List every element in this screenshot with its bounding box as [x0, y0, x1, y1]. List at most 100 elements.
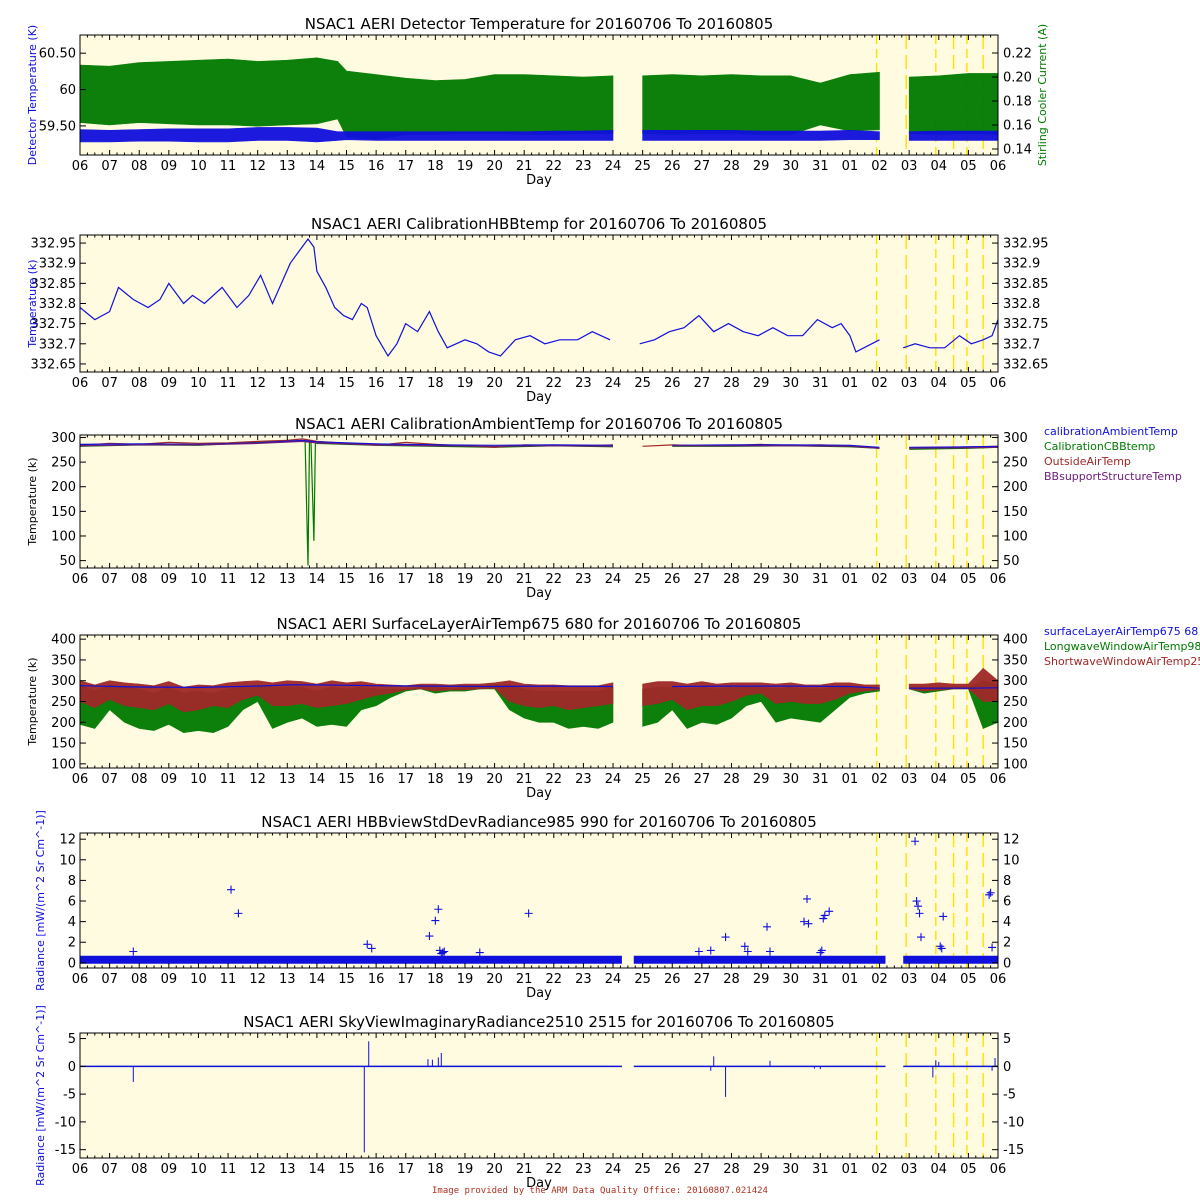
chart-panel-6: 06 07 08 09 10 11 12 13 14 15 16 17 18 19 20 21 22 23 24 25…: [34, 1005, 1024, 1191]
x-tick-label: 21: [516, 972, 533, 987]
x-tick-label: 24: [605, 159, 622, 174]
y-tick-label-right: 400: [1003, 633, 1028, 648]
chart-title: NSAC1 AERI SkyViewImaginaryRadiance2510 …: [243, 1013, 834, 1031]
y-tick-label-right: 332.65: [1003, 357, 1049, 372]
x-tick-label: 14: [309, 972, 326, 987]
x-tick-label: 01: [842, 1162, 859, 1177]
series-band-green: [642, 71, 880, 135]
y-tick-label: 60: [59, 83, 76, 98]
x-tick-label: 01: [842, 772, 859, 787]
data-point: [425, 932, 434, 941]
x-tick-label: 25: [634, 1162, 651, 1177]
data-point: [475, 948, 484, 957]
x-tick-label: 01: [842, 159, 859, 174]
x-tick-label: 14: [309, 1162, 326, 1177]
data-point: [438, 948, 447, 957]
y-tick-label-right: 200: [1003, 480, 1028, 495]
legend-entry: LongwaveWindowAirTemp985: [1044, 640, 1200, 653]
x-tick-label: 12: [249, 376, 266, 391]
y-tick-label-right: 10: [1003, 853, 1020, 868]
x-tick-label: 24: [605, 572, 622, 587]
x-tick-label: 21: [516, 772, 533, 787]
plot-data: [80, 1033, 998, 1158]
x-tick-label: 14: [309, 159, 326, 174]
x-tick-label: 30: [782, 376, 799, 391]
series-band-brown: [642, 681, 880, 711]
x-tick-label: 29: [753, 1162, 770, 1177]
x-tick-label: 10: [190, 572, 207, 587]
y-tick-label-right: 100: [1003, 529, 1028, 544]
x-tick-label: 28: [723, 376, 740, 391]
x-tick-label: 06: [72, 972, 89, 987]
legend-entry: surfaceLayerAirTemp675 68: [1044, 625, 1198, 638]
y-axis-label: Detector Temperature (K): [26, 25, 39, 165]
legend-entry: ShortwaveWindowAirTemp25: [1044, 655, 1200, 668]
y-tick-label-right: 332.7: [1003, 337, 1040, 352]
x-tick-label: 08: [131, 772, 148, 787]
x-tick-label: 07: [101, 572, 118, 587]
x-tick-label: 25: [634, 772, 651, 787]
x-tick-label: 20: [486, 972, 503, 987]
x-tick-label: 16: [368, 972, 385, 987]
y-tick-label: 332.8: [39, 297, 76, 312]
x-tick-label: 28: [723, 1162, 740, 1177]
x-tick-label: 03: [901, 972, 918, 987]
data-point: [937, 944, 946, 953]
x-tick-label: 13: [279, 1162, 296, 1177]
x-tick-label: 11: [220, 572, 237, 587]
x-tick-label: 13: [279, 376, 296, 391]
x-tick-label: 04: [931, 159, 948, 174]
x-tick-label: 16: [368, 376, 385, 391]
data-point: [765, 947, 774, 956]
data-point: [763, 922, 772, 931]
x-tick-label: 15: [338, 572, 355, 587]
y-tick-label: 60.50: [39, 47, 76, 62]
x-tick-label: 04: [931, 972, 948, 987]
data-point: [706, 946, 715, 955]
chart-panel-4: 06 07 08 09 10 11 12 13 14 15 16 17 18 19 20 21 22 23 24 25…: [26, 615, 1200, 801]
x-tick-label: 07: [101, 772, 118, 787]
x-tick-label: 30: [782, 1162, 799, 1177]
x-tick-label: 20: [486, 376, 503, 391]
x-tick-label: 14: [309, 376, 326, 391]
data-point: [227, 885, 236, 894]
y-tick-label-right: 8: [1003, 874, 1011, 889]
x-tick-label: 01: [842, 972, 859, 987]
x-tick-label: 06: [72, 772, 89, 787]
y-tick-label-right: 332.75: [1003, 317, 1049, 332]
x-tick-label: 18: [427, 1162, 444, 1177]
x-tick-label: 09: [161, 772, 178, 787]
x-tick-label: 20: [486, 772, 503, 787]
chart-title: NSAC1 AERI CalibrationHBBtemp for 201607…: [311, 215, 767, 233]
y-tick-label-right: 5: [1003, 1032, 1011, 1047]
x-tick-label: 30: [782, 972, 799, 987]
chart-panel-5: 06 07 08 09 10 11 12 13 14 15 16 17 18 19 20 21 22 23 24 25…: [34, 810, 1020, 1001]
x-tick-label: 09: [161, 376, 178, 391]
x-tick-label: 19: [457, 376, 474, 391]
x-tick-label: 14: [309, 772, 326, 787]
x-tick-label: 03: [901, 1162, 918, 1177]
x-tick-label: 04: [931, 1162, 948, 1177]
data-point: [914, 902, 923, 911]
y-tick-label-right: 0.20: [1003, 71, 1032, 86]
x-tick-label: 07: [101, 376, 118, 391]
x-tick-label: 23: [575, 376, 592, 391]
data-point: [431, 916, 440, 925]
x-tick-label: 03: [901, 376, 918, 391]
x-tick-label: 09: [161, 159, 178, 174]
y-tick-label: 200: [51, 716, 76, 731]
x-tick-label: 13: [279, 159, 296, 174]
y-tick-label-right: 4: [1003, 915, 1011, 930]
x-tick-label: 02: [871, 772, 888, 787]
y-tick-label: 10: [59, 853, 76, 868]
y-tick-label: 200: [51, 480, 76, 495]
x-tick-label: 21: [516, 159, 533, 174]
x-tick-label: 05: [960, 1162, 977, 1177]
data-point: [721, 933, 730, 942]
x-tick-label: 27: [694, 1162, 711, 1177]
series-band-blue: [80, 127, 614, 143]
chart-title: NSAC1 AERI SurfaceLayerAirTemp675 680 fo…: [277, 615, 802, 633]
x-tick-label: 13: [279, 772, 296, 787]
series-line-blue: [909, 445, 998, 448]
x-tick-label: 09: [161, 972, 178, 987]
